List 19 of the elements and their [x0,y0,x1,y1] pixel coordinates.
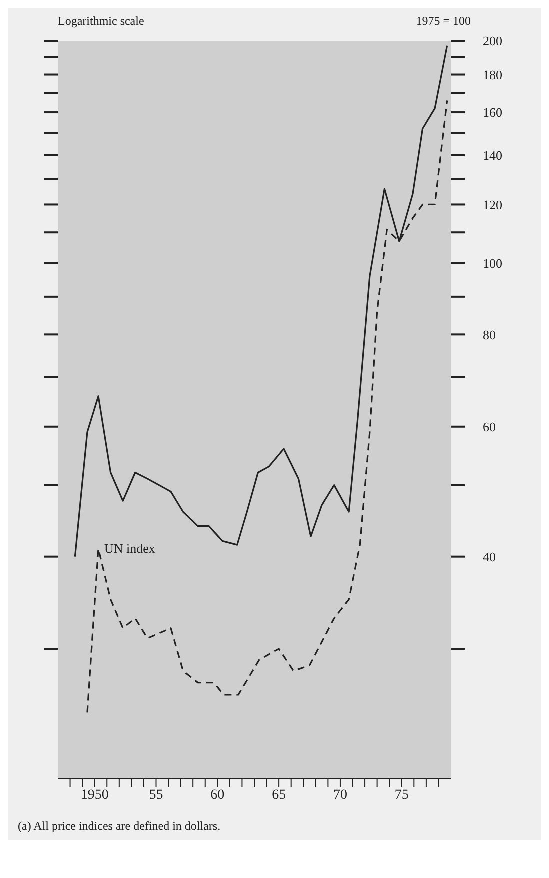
x-tick-label: 70 [333,788,348,803]
y-tick-label: 140 [483,148,502,163]
y-tick-label: 40 [483,549,496,564]
x-tick-label: 55 [149,788,164,803]
series-label: UN index [104,540,156,556]
y-axis-title: 1975 = 100 [416,14,471,29]
y-tick-label: 180 [483,67,502,82]
x-tick-label: 65 [272,788,286,803]
y-tick-label: 60 [483,420,496,434]
text: (a) All price indices are defined in dollars. [17,819,222,835]
y-tick-label: 160 [483,105,502,120]
y-tick-label: 100 [483,256,502,271]
y-tick-label: 120 [483,197,502,212]
x-tick-label: 1950 [80,788,109,803]
x-tick-label: 60 [210,788,225,803]
x-tick-label: 75 [394,788,409,803]
text: Logarithmic scale [58,14,144,29]
y-tick-label: 80 [483,327,496,342]
y-tick-label: 200 [483,34,502,49]
